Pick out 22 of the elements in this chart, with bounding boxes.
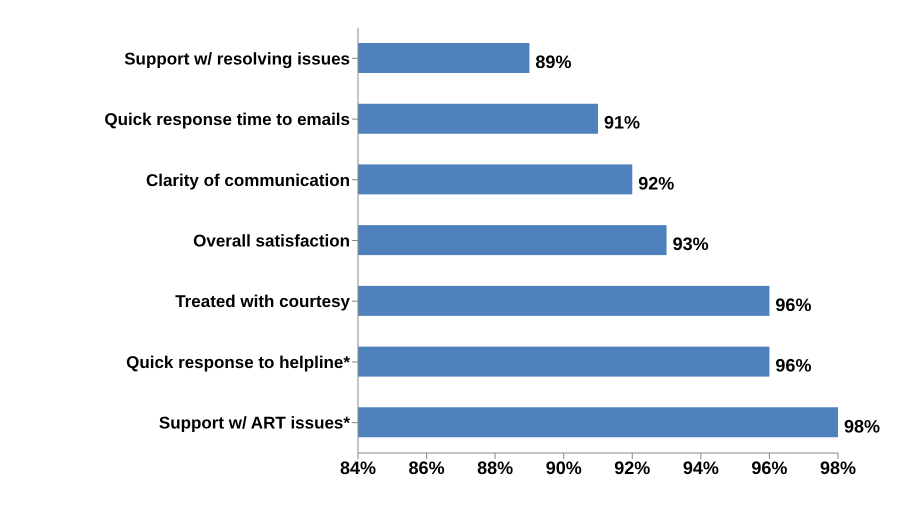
y-tick-label: Clarity of communication <box>146 170 350 190</box>
data-label: 89% <box>535 52 572 72</box>
x-tick-label: 94% <box>682 458 719 478</box>
x-tick-label: 96% <box>751 458 788 478</box>
y-tick-label: Quick response to helpline* <box>126 352 350 372</box>
y-tick-label: Overall satisfaction <box>193 232 350 251</box>
x-tick-label: 84% <box>340 458 376 478</box>
data-label: 91% <box>604 112 640 133</box>
data-label: 98% <box>844 416 880 436</box>
data-label: 93% <box>672 234 709 254</box>
y-tick-label: Quick response time to emails <box>104 110 350 130</box>
y-tick-label: Support w/ ART issues* <box>158 414 350 433</box>
x-tick-label: 92% <box>614 458 650 478</box>
x-tick-label: 98% <box>820 458 856 478</box>
data-label: 96% <box>775 294 812 315</box>
x-tick-label: 88% <box>477 458 514 478</box>
x-tick-label: 90% <box>546 458 582 478</box>
data-label: 92% <box>638 173 674 194</box>
y-tick-label: Support w/ resolving issues <box>124 49 350 68</box>
data-label: 96% <box>775 356 812 376</box>
y-tick-label: Treated with courtesy <box>175 292 351 312</box>
x-tick-label: 86% <box>408 458 445 478</box>
